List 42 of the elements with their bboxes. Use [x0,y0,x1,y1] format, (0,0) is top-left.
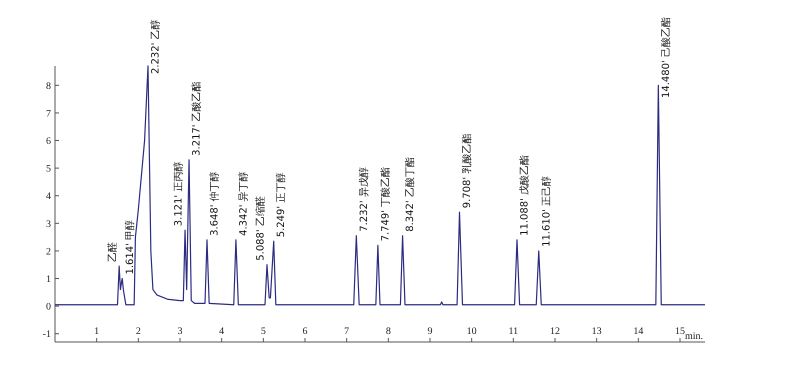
annotation: 4.342' 异丁醇 [237,171,250,236]
annotation: 7.232' 异戊醇 [358,167,370,232]
annotation: 5.249' 正丁醇 [275,172,288,238]
x-tick-label: 15 [675,326,685,337]
annotation: 乙醛 [106,242,119,262]
annotation: 2.232' 乙醇 [150,19,162,74]
y-tick-label: 1 [46,274,51,286]
y-tick-label: 4 [46,191,51,202]
x-tick-label: 14 [633,326,644,337]
annotation: 5.088' 乙缩醛 [254,196,266,261]
x-tick-label: 8 [386,326,391,337]
annotation: 3.648' 仲丁醇 [208,171,220,236]
x-tick-label: 4 [219,326,224,337]
annotation: 14.480' 己酸乙酯 [660,17,672,98]
annotation: 11.088' 戊酸乙酯 [518,154,530,236]
annotation: 11.610' 正己醇 [540,176,552,247]
y-tick-label: -1 [42,329,51,340]
annotation: 8.342' 乙酸丁酯 [404,157,416,232]
annotation: 7.749' 丁酸乙酯 [379,166,392,242]
annotation: 3.217' 乙酸乙酯 [190,81,203,156]
y-tick-label: 3 [46,218,51,230]
x-tick-label: 10 [466,326,477,337]
annotation: 9.708' 乳酸乙酯 [461,134,473,208]
y-tick-label: 5 [46,164,51,175]
x-tick-label: 3 [178,326,182,337]
x-axis-title: min. [684,331,703,342]
x-tick-label: 6 [302,326,308,337]
annotation: 3.121' 正丙醇 [172,162,185,226]
x-tick-label: 13 [592,326,602,337]
x-tick-label: 11 [508,326,518,337]
y-tick-label: 7 [46,108,51,120]
x-tick-label: 7 [344,326,350,337]
annotation: 1.614' 甲醇 [124,220,136,275]
x-tick-label: 5 [260,326,266,337]
x-tick-label: 12 [550,326,560,337]
x-tick-label: 9 [428,326,432,337]
y-tick-label: 8 [46,80,51,92]
x-tick-label: 2 [136,326,141,337]
y-tick-label: 6 [46,136,51,148]
y-tick-label: 2 [46,246,51,258]
x-tick-label: 1 [94,326,100,337]
y-tick-label: 0 [46,302,51,313]
